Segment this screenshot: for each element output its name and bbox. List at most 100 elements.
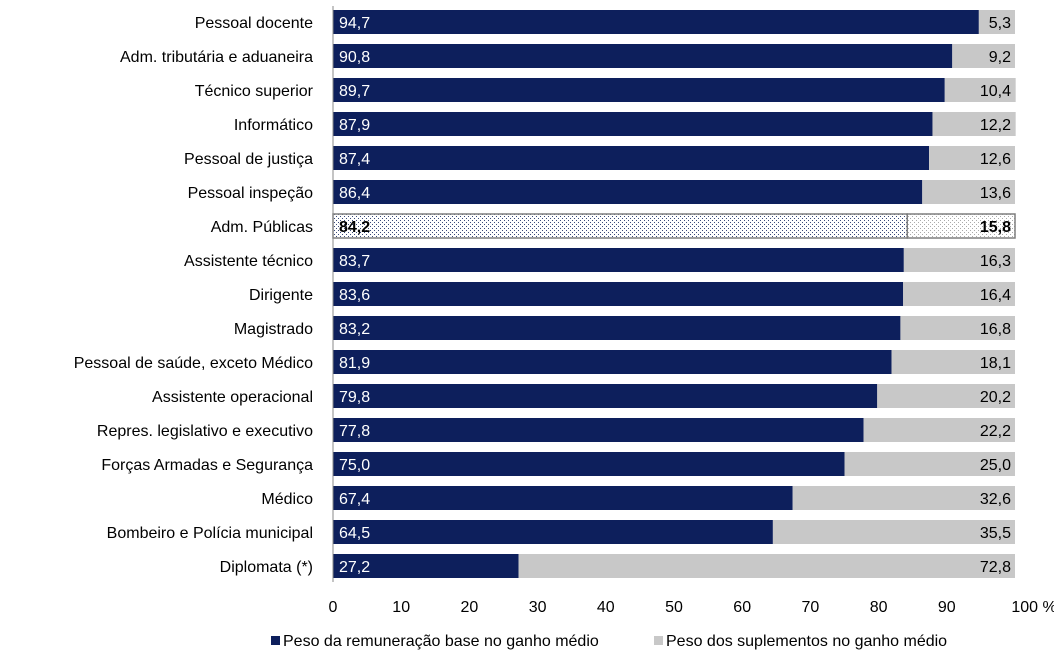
bar-base-14	[333, 486, 793, 510]
value-label-supplement: 15,8	[980, 219, 1011, 236]
value-label-supplement: 25,0	[980, 457, 1011, 474]
bar-supplement-4	[929, 146, 1015, 170]
value-label-supplement: 32,6	[980, 491, 1011, 508]
value-label-supplement: 16,8	[980, 321, 1011, 338]
bar-supplement-13	[844, 452, 1015, 476]
category-label: Diplomata (*)	[220, 559, 313, 576]
value-label-supplement: 22,2	[980, 423, 1011, 440]
bar-supplement-1	[952, 44, 1015, 68]
value-label-supplement: 16,4	[980, 287, 1011, 304]
bar-base-4	[333, 146, 930, 170]
category-label: Adm. Públicas	[211, 219, 313, 236]
bar-base-13	[333, 452, 845, 476]
bar-base-0	[333, 10, 979, 34]
category-label: Dirigente	[249, 287, 313, 304]
category-label: Bombeiro e Polícia municipal	[107, 525, 313, 542]
bar-supplement-12	[863, 418, 1015, 442]
x-tick-label: 30	[529, 599, 547, 616]
bar-supplement-10	[891, 350, 1015, 374]
bar-supplement-8	[903, 282, 1015, 306]
x-tick-label: 90	[938, 599, 956, 616]
value-label-base: 83,7	[339, 253, 370, 270]
category-labels: Pessoal docente Adm. tributária e aduanei…	[74, 15, 314, 576]
value-label-base: 81,9	[339, 355, 370, 372]
category-label: Repres. legislativo e executivo	[97, 423, 313, 440]
value-label-supplement: 10,4	[980, 83, 1011, 100]
bar-base-8	[333, 282, 904, 306]
bar-supplement-14	[792, 486, 1015, 510]
legend-swatch-supplement	[654, 636, 663, 645]
value-label-base: 79,8	[339, 389, 370, 406]
x-tick-label: 60	[733, 599, 751, 616]
value-label-base: 87,9	[339, 117, 370, 134]
legend-label-base: Peso da remuneração base no ganho médio	[283, 633, 599, 650]
category-label: Informático	[234, 117, 313, 134]
bar-supplement-9	[900, 316, 1015, 340]
bar-base-11	[333, 384, 878, 408]
bar-supplement-0	[978, 10, 1015, 34]
x-tick-label: 100 %	[1011, 599, 1054, 616]
bar-supplement-5	[922, 180, 1015, 204]
value-label-base: 83,2	[339, 321, 370, 338]
bar-supplement-6	[906, 213, 1016, 239]
category-label: Magistrado	[234, 321, 313, 338]
category-label: Adm. tributária e aduaneira	[120, 49, 313, 66]
category-label: Pessoal de justiça	[184, 151, 313, 168]
x-tick-label: 80	[870, 599, 888, 616]
category-label: Médico	[261, 491, 313, 508]
bar-supplement-15	[772, 520, 1015, 544]
value-label-base: 94,7	[339, 15, 370, 32]
x-tick-label: 70	[802, 599, 820, 616]
value-label-supplement: 5,3	[989, 15, 1011, 32]
value-label-supplement: 20,2	[980, 389, 1011, 406]
value-label-supplement: 9,2	[989, 49, 1011, 66]
bar-base-9	[333, 316, 901, 340]
x-tick-label: 0	[329, 599, 338, 616]
legend: Peso da remuneração base no ganho médio P…	[271, 633, 947, 650]
bar-base-16	[333, 554, 519, 578]
legend-swatch-base	[271, 636, 280, 645]
bar-supplement-7	[903, 248, 1015, 272]
x-tick-label: 10	[392, 599, 410, 616]
value-label-supplement: 12,2	[980, 117, 1011, 134]
bar-supplement-2	[944, 78, 1016, 102]
x-axis: 0 10 20 30 40 50 60 70 80 90 100 %	[329, 6, 1054, 616]
legend-label-supplement: Peso dos suplementos no ganho médio	[666, 633, 947, 650]
bar-supplement-3	[932, 112, 1016, 136]
bar-base-7	[333, 248, 904, 272]
value-label-base: 75,0	[339, 457, 370, 474]
value-label-supplement: 16,3	[980, 253, 1011, 270]
value-label-base: 27,2	[339, 559, 370, 576]
value-label-base: 89,7	[339, 83, 370, 100]
x-tick-label: 20	[461, 599, 479, 616]
value-label-base: 83,6	[339, 287, 370, 304]
value-label-base: 87,4	[339, 151, 370, 168]
value-label-base: 90,8	[339, 49, 370, 66]
category-label: Forças Armadas e Segurança	[101, 457, 313, 474]
value-labels: 94,7 5,3 90,8 9,2 89,7 10,4 87,9 12,2 87,4 12,6 86…	[339, 15, 1011, 576]
value-label-base: 64,5	[339, 525, 370, 542]
category-label: Assistente operacional	[152, 389, 313, 406]
value-label-supplement: 72,8	[980, 559, 1011, 576]
category-label: Pessoal docente	[195, 15, 313, 32]
bar-base-15	[333, 520, 773, 544]
value-label-base: 84,2	[339, 219, 370, 236]
bar-supplement-11	[877, 384, 1015, 408]
bar-base-3	[333, 112, 933, 136]
value-label-supplement: 13,6	[980, 185, 1011, 202]
value-label-supplement: 35,5	[980, 525, 1011, 542]
bar-base-1	[333, 44, 953, 68]
value-label-supplement: 18,1	[980, 355, 1011, 372]
bar-base-12	[333, 418, 864, 442]
value-label-base: 77,8	[339, 423, 370, 440]
x-tick-label: 40	[597, 599, 615, 616]
category-label: Assistente técnico	[184, 253, 313, 270]
bars-layer	[332, 10, 1016, 578]
value-label-base: 67,4	[339, 491, 370, 508]
bar-base-6	[332, 213, 908, 239]
bar-base-2	[333, 78, 945, 102]
bar-base-5	[333, 180, 923, 204]
value-label-supplement: 12,6	[980, 151, 1011, 168]
